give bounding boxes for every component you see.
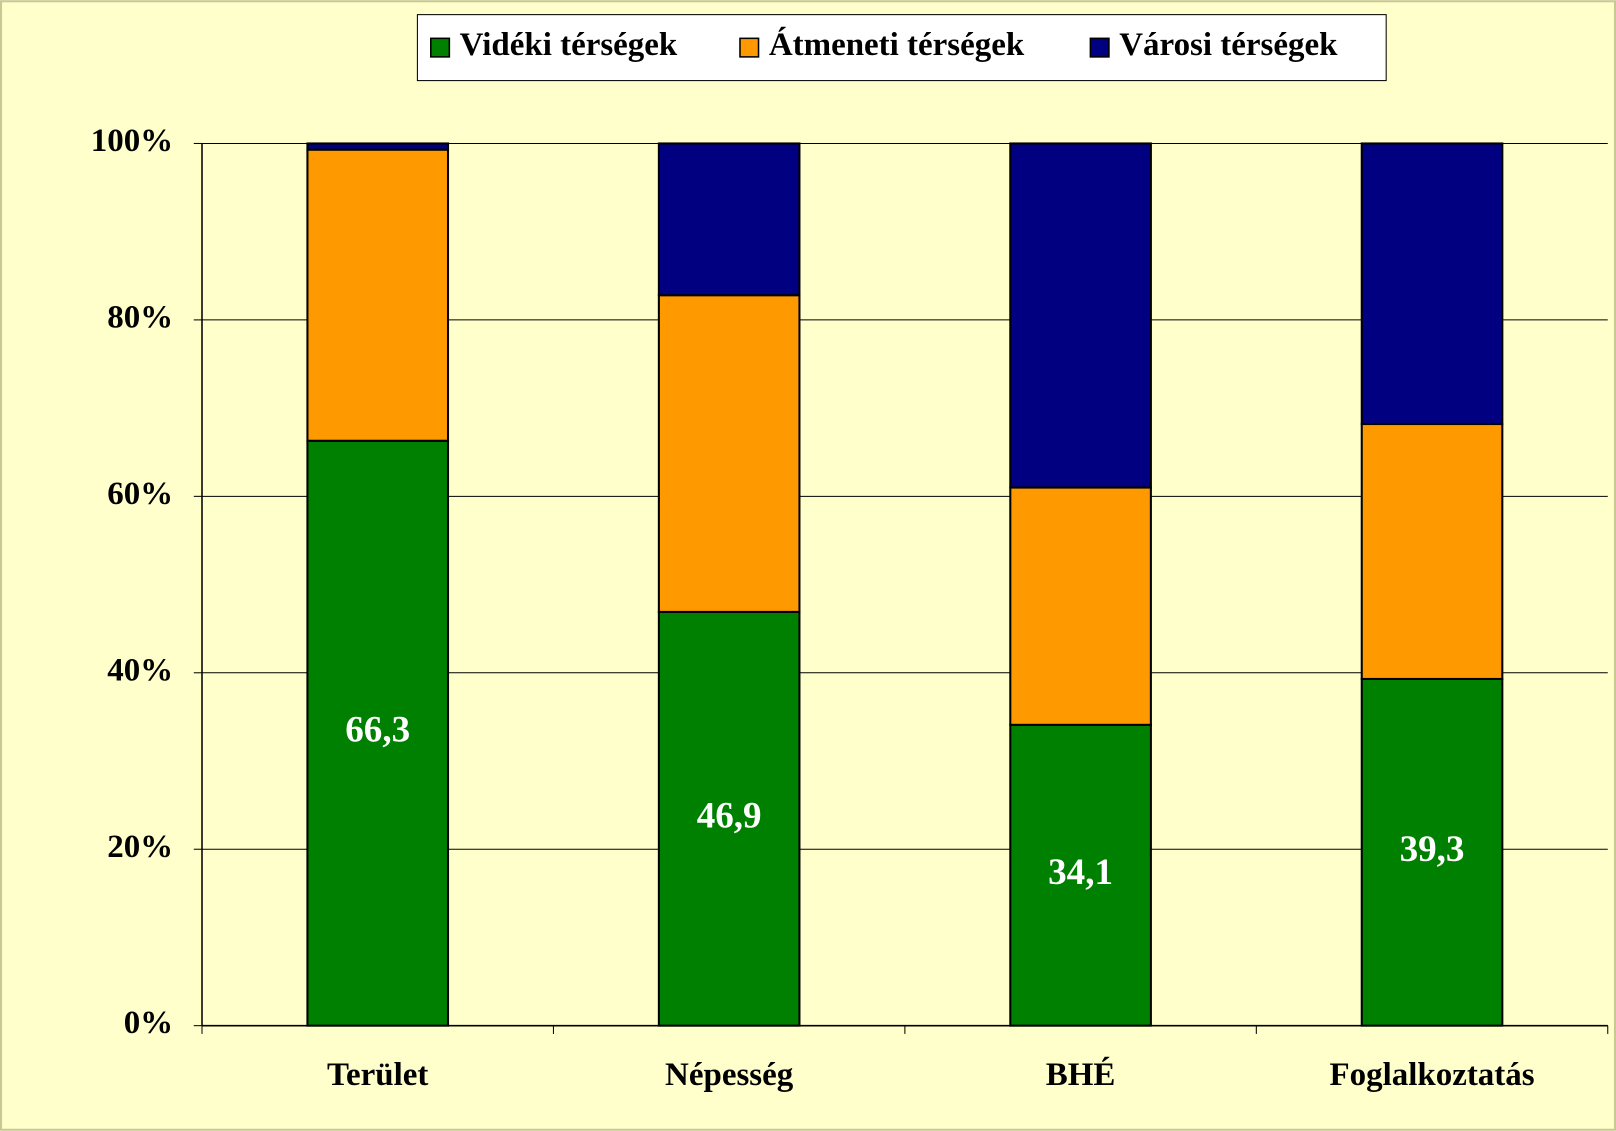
legend-box — [416, 14, 1387, 82]
data-label: 66,3 — [345, 710, 410, 751]
x-tick-label: BHÉ — [1046, 1056, 1116, 1093]
legend-label: Átmeneti térségek — [769, 26, 1025, 63]
bar-segment — [657, 294, 801, 613]
legend-swatch — [739, 37, 760, 58]
bar-segment — [1009, 723, 1152, 1027]
y-tick-label: 40% — [107, 652, 173, 688]
x-tick-label: Terület — [327, 1057, 428, 1093]
data-label: 46,9 — [697, 795, 762, 836]
y-tick-label: 60% — [107, 476, 173, 512]
data-label: 39,3 — [1400, 829, 1465, 870]
legend-swatch — [1089, 37, 1110, 58]
x-tick-label: Népesség — [665, 1057, 794, 1093]
x-tick-label: Foglalkoztatás — [1329, 1057, 1534, 1093]
bar-segment — [1009, 486, 1152, 726]
legend-label: Vidéki térségek — [460, 27, 678, 63]
y-tick-label: 80% — [107, 299, 173, 335]
y-tick-label: 20% — [107, 829, 173, 865]
y-tick-label: 100% — [91, 123, 173, 159]
bar-segment — [1360, 422, 1504, 680]
bar-segment — [1360, 677, 1504, 1027]
bar-segment — [1009, 142, 1152, 489]
legend-label: Városi térségek — [1119, 27, 1338, 63]
legend-swatch — [430, 37, 451, 58]
bar-segment — [306, 439, 450, 1027]
bar-segment — [306, 148, 450, 442]
bar-segment — [306, 142, 450, 151]
y-tick-label: 0% — [124, 1005, 173, 1041]
bar-segment — [657, 142, 801, 297]
bar-segment — [1360, 142, 1504, 426]
data-label: 34,1 — [1048, 852, 1113, 893]
